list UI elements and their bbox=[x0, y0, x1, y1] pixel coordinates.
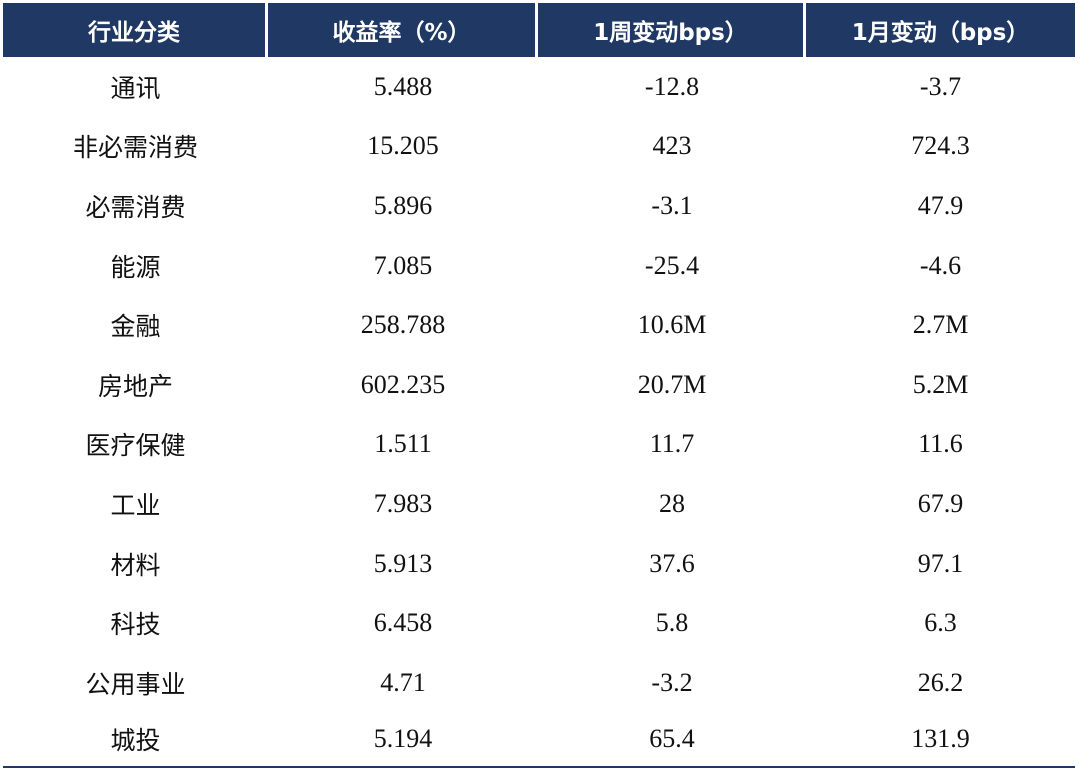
cell-yield: 7.983 bbox=[373, 488, 433, 518]
table-body: 通讯 5.488 -12.8 -3.7 非必需消费 15.205 423 724… bbox=[3, 57, 1075, 766]
cell-week-change: 28 bbox=[659, 488, 685, 518]
cell-sector: 能源 bbox=[110, 252, 161, 282]
cell-yield: 5.896 bbox=[373, 190, 433, 220]
cell-yield: 5.488 bbox=[373, 71, 433, 101]
cell-month-change: -3.7 bbox=[919, 71, 962, 101]
cell-month-change: 67.9 bbox=[917, 488, 964, 518]
cell-sector: 通讯 bbox=[110, 73, 161, 103]
cell-yield: 602.235 bbox=[360, 369, 446, 399]
cell-sector: 工业 bbox=[110, 490, 161, 520]
table-row: 金融 258.788 10.6M 2.7M bbox=[3, 295, 1075, 355]
header-month-change: 1月变动（bps） bbox=[806, 3, 1075, 57]
cell-month-change: 26.2 bbox=[917, 667, 964, 697]
cell-week-change: -3.2 bbox=[651, 667, 693, 697]
cell-sector: 非必需消费 bbox=[72, 133, 198, 163]
table-row: 公用事业 4.71 -3.2 26.2 bbox=[3, 653, 1075, 713]
cell-week-change: 20.7M bbox=[637, 369, 707, 399]
cell-month-change: 131.9 bbox=[911, 724, 970, 754]
cell-yield: 5.913 bbox=[373, 548, 433, 578]
data-table: 行业分类 收益率（%） 1周变动bps） 1月变动（bps） 通讯 5.488 … bbox=[3, 3, 1075, 766]
cell-sector: 公用事业 bbox=[85, 669, 186, 699]
cell-week-change: 11.7 bbox=[649, 429, 695, 459]
header-yield: 收益率（%） bbox=[268, 3, 538, 57]
table-row: 能源 7.085 -25.4 -4.6 bbox=[3, 236, 1075, 296]
table-row: 房地产 602.235 20.7M 5.2M bbox=[3, 355, 1075, 415]
table-row: 工业 7.983 28 67.9 bbox=[3, 474, 1075, 534]
cell-month-change: 2.7M bbox=[912, 310, 969, 340]
cell-month-change: 97.1 bbox=[917, 548, 964, 578]
cell-month-change: 6.3 bbox=[924, 608, 957, 638]
cell-month-change: -4.6 bbox=[919, 250, 962, 280]
table-row: 材料 5.913 37.6 97.1 bbox=[3, 534, 1075, 594]
table-row: 科技 6.458 5.8 6.3 bbox=[3, 593, 1075, 653]
cell-month-change: 5.2M bbox=[912, 369, 969, 399]
cell-sector: 科技 bbox=[110, 610, 161, 640]
cell-yield: 258.788 bbox=[360, 310, 446, 340]
cell-sector: 房地产 bbox=[97, 371, 173, 401]
table-header: 行业分类 收益率（%） 1周变动bps） 1月变动（bps） bbox=[3, 3, 1075, 57]
cell-week-change: 37.6 bbox=[649, 548, 695, 578]
table-row: 必需消费 5.896 -3.1 47.9 bbox=[3, 176, 1075, 236]
cell-week-change: -25.4 bbox=[644, 250, 700, 280]
table-row: 非必需消费 15.205 423 724.3 bbox=[3, 117, 1075, 177]
cell-week-change: 423 bbox=[652, 131, 692, 161]
table-row: 医疗保健 1.511 11.7 11.6 bbox=[3, 415, 1075, 475]
cell-sector: 金融 bbox=[110, 312, 161, 342]
cell-month-change: 11.6 bbox=[918, 429, 963, 459]
header-sector: 行业分类 bbox=[3, 3, 268, 57]
table-row: 通讯 5.488 -12.8 -3.7 bbox=[3, 57, 1075, 117]
header-row: 行业分类 收益率（%） 1周变动bps） 1月变动（bps） bbox=[3, 3, 1075, 57]
cell-week-change: 5.8 bbox=[655, 608, 689, 638]
cell-month-change: 47.9 bbox=[917, 190, 964, 220]
cell-week-change: -3.1 bbox=[651, 190, 693, 220]
cell-sector: 必需消费 bbox=[85, 192, 186, 222]
cell-yield: 6.458 bbox=[373, 608, 433, 638]
cell-month-change: 724.3 bbox=[911, 131, 970, 161]
cell-sector: 城投 bbox=[110, 726, 161, 756]
table-bottom-rule bbox=[3, 766, 1075, 768]
cell-week-change: -12.8 bbox=[644, 71, 700, 101]
cell-yield: 4.71 bbox=[380, 667, 426, 697]
cell-yield: 15.205 bbox=[367, 131, 439, 161]
sector-yield-table: 行业分类 收益率（%） 1周变动bps） 1月变动（bps） 通讯 5.488 … bbox=[3, 3, 1075, 766]
header-week-change: 1周变动bps） bbox=[538, 3, 806, 57]
cell-sector: 材料 bbox=[110, 550, 161, 580]
cell-sector: 医疗保健 bbox=[85, 431, 186, 461]
cell-yield: 5.194 bbox=[373, 724, 433, 754]
cell-week-change: 65.4 bbox=[649, 724, 695, 754]
cell-yield: 1.511 bbox=[374, 429, 432, 459]
table-row: 城投 5.194 65.4 131.9 bbox=[3, 713, 1075, 766]
cell-week-change: 10.6M bbox=[637, 310, 707, 340]
cell-yield: 7.085 bbox=[373, 250, 433, 280]
